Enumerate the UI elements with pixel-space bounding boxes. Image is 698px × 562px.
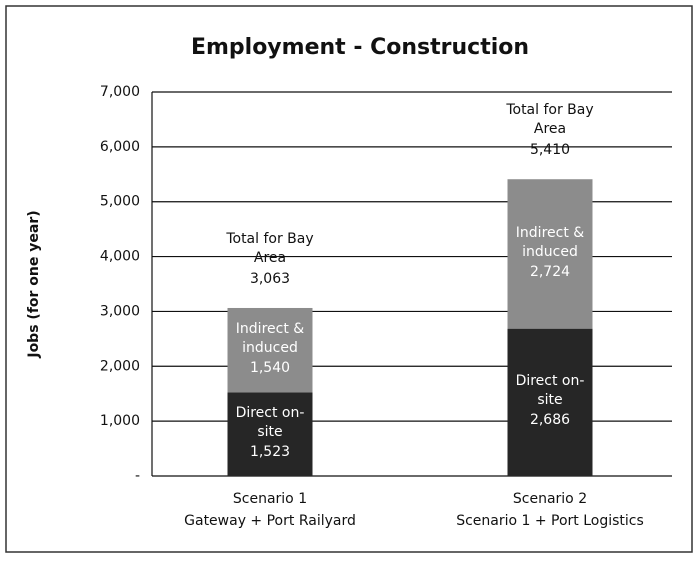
segment-name: Indirect & induced (235, 321, 305, 357)
y-tick-label: 2,000 (100, 358, 140, 374)
segment-value: 2,724 (529, 263, 571, 280)
segment-name: Direct on-site (235, 405, 305, 441)
segment-value: 2,686 (529, 412, 571, 429)
total-label: 3,063 (249, 270, 291, 287)
total-caption: Total for Bay Area (226, 230, 314, 266)
bar-segment (507, 328, 593, 476)
segment-value: 1,540 (249, 360, 291, 377)
y-tick-label: 3,000 (100, 303, 140, 319)
total-label: 5,410 (529, 142, 571, 159)
bar-segment (507, 179, 593, 329)
y-tick-label: - (135, 468, 140, 484)
segment-name: Direct on-site (515, 373, 585, 409)
frame (5, 5, 693, 553)
bar-segment (227, 307, 313, 393)
chart-title: Employment - Construction (191, 35, 529, 60)
y-axis-label: Jobs (for one year) (26, 210, 42, 358)
bar-segment (227, 392, 313, 476)
x-tick-label: Scenario 1 Gateway + Port Railyard (184, 491, 356, 529)
y-tick-label: 6,000 (100, 139, 140, 155)
segment-value: 1,523 (249, 444, 291, 461)
total-caption: Total for Bay Area (506, 102, 594, 138)
y-tick-label: 4,000 (100, 249, 140, 265)
y-tick-label: 5,000 (100, 194, 140, 210)
segment-name: Indirect & induced (515, 224, 585, 260)
y-tick-label: 7,000 (100, 84, 140, 100)
x-tick-label: Scenario 2 Scenario 1 + Port Logistics (456, 491, 644, 529)
y-tick-label: 1,000 (100, 413, 140, 429)
